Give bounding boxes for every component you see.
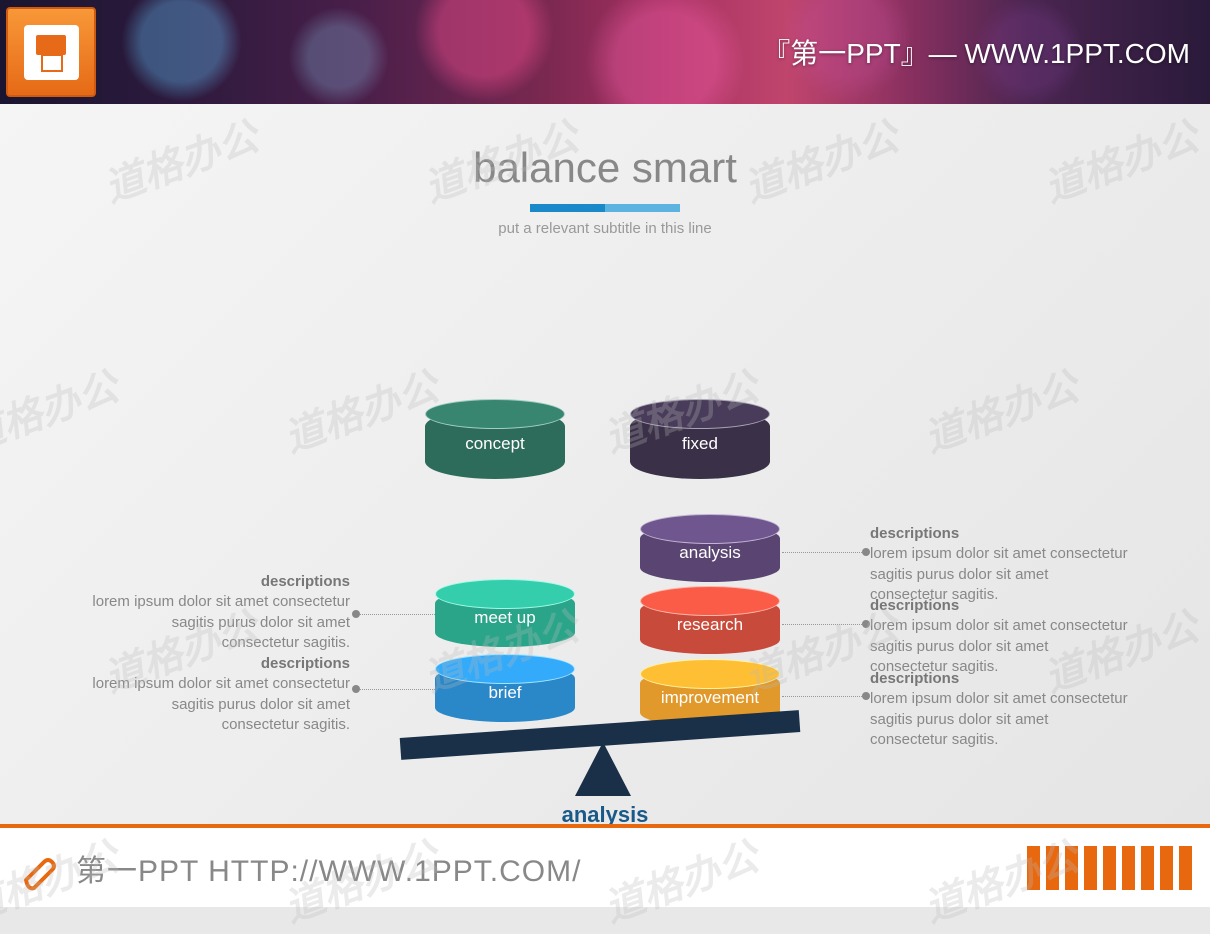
description-block: descriptionslorem ipsum dolor sit amet c… (870, 669, 1130, 750)
slide-title: balance smart (0, 104, 1210, 192)
description-block: descriptionslorem ipsum dolor sit amet c… (90, 654, 350, 735)
pencil-icon (14, 844, 62, 892)
connector-line (360, 689, 435, 690)
title-accent-bar (530, 204, 680, 212)
cylinder-research: research (640, 596, 780, 654)
connector-line (360, 614, 435, 615)
page-header: 『第一PPT』— WWW.1PPT.COM (0, 0, 1210, 104)
description-block: descriptionslorem ipsum dolor sit amet c… (90, 572, 350, 653)
connector-dot (352, 610, 360, 618)
cylinder-meet-up: meet up (435, 589, 575, 647)
seesaw-fulcrum (575, 742, 631, 796)
cylinder-fixed: fixed (630, 409, 770, 479)
slide-subtitle: put a relevant subtitle in this line (0, 220, 1210, 237)
connector-line (782, 552, 862, 553)
cylinder-brief: brief (435, 664, 575, 722)
footer-brand-text: 第一PPT HTTP://WWW.1PPT.COM/ (76, 846, 581, 890)
connector-dot (352, 685, 360, 693)
description-block: descriptionslorem ipsum dolor sit amet c… (870, 596, 1130, 677)
page-footer: 第一PPT HTTP://WWW.1PPT.COM/ (0, 824, 1210, 907)
connector-line (782, 624, 862, 625)
header-brand-text: 『第一PPT』— WWW.1PPT.COM (762, 32, 1190, 72)
balance-diagram: concept fixed meet up brief analysis research… (0, 294, 1210, 794)
connector-line (782, 696, 862, 697)
cylinder-analysis: analysis (640, 524, 780, 582)
cylinder-concept: concept (425, 409, 565, 479)
connector-dot (862, 620, 870, 628)
description-block: descriptionslorem ipsum dolor sit amet c… (870, 524, 1130, 605)
slide-canvas: balance smart put a relevant subtitle in… (0, 104, 1210, 824)
connector-dot (862, 548, 870, 556)
connector-dot (862, 692, 870, 700)
footer-accent-bars (1027, 846, 1192, 890)
powerpoint-logo-icon (6, 7, 96, 97)
